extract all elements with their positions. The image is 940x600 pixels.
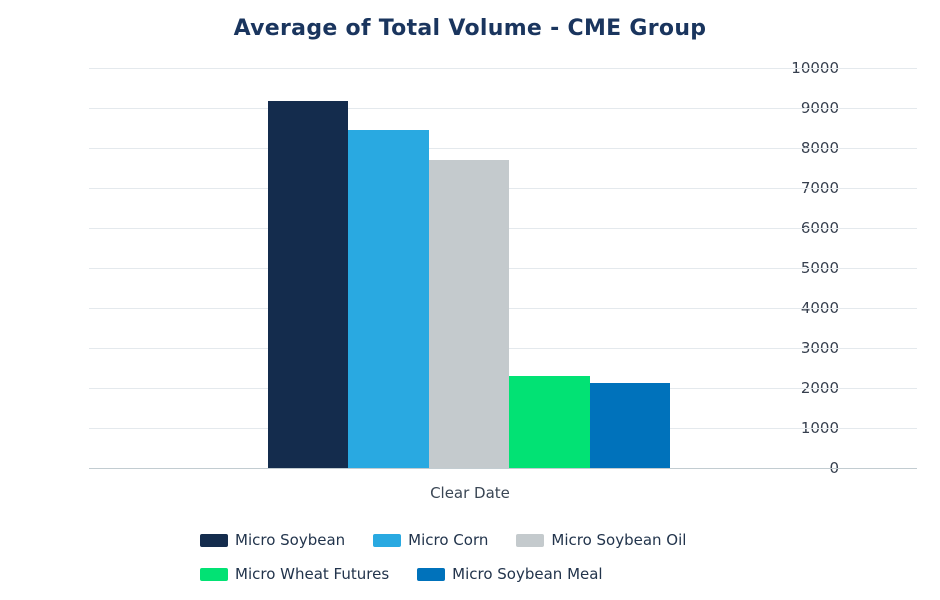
legend-swatch-micro-soybean-meal [417,567,446,581]
gridline-0 [89,468,917,469]
legend-label-micro-corn: Micro Corn [408,531,489,549]
legend-item-micro-soybean[interactable]: Micro Soybean [200,531,345,549]
plot-area [89,68,917,469]
gridline-10000 [89,68,917,69]
legend-swatch-micro-soybean [200,533,228,547]
legend-item-micro-corn[interactable]: Micro Corn [373,531,488,549]
legend-swatch-micro-wheat-futures [200,567,228,581]
bar-micro-soybean[interactable] [268,101,349,468]
legend-item-micro-wheat-futures[interactable]: Micro Wheat Futures [200,565,389,583]
legend-label-micro-soybean-oil: Micro Soybean Oil [551,531,687,549]
legend-item-micro-soybean-oil[interactable]: Micro Soybean Oil [516,531,686,549]
legend-swatch-micro-corn [373,533,402,547]
bar-micro-corn[interactable] [348,129,429,468]
gridline-9000 [89,108,917,109]
legend-label-micro-wheat-futures: Micro Wheat Futures [235,565,390,583]
chart-title: Average of Total Volume - CME Group [233,16,707,41]
x-axis-label: Clear Date [430,484,510,502]
bar-micro-wheat-futures[interactable] [509,376,590,468]
legend-label-micro-soybean-meal: Micro Soybean Meal [452,565,603,583]
gridline-8000 [89,148,917,149]
legend: Micro Soybean Micro Corn Micro Soybean Oil… [200,531,748,583]
legend-label-micro-soybean: Micro Soybean [235,531,346,549]
legend-swatch-micro-soybean-oil [516,533,545,547]
legend-item-micro-soybean-meal[interactable]: Micro Soybean Meal [417,565,603,583]
bar-micro-soybean-meal[interactable] [589,383,670,468]
bar-micro-soybean-oil[interactable] [428,160,510,468]
